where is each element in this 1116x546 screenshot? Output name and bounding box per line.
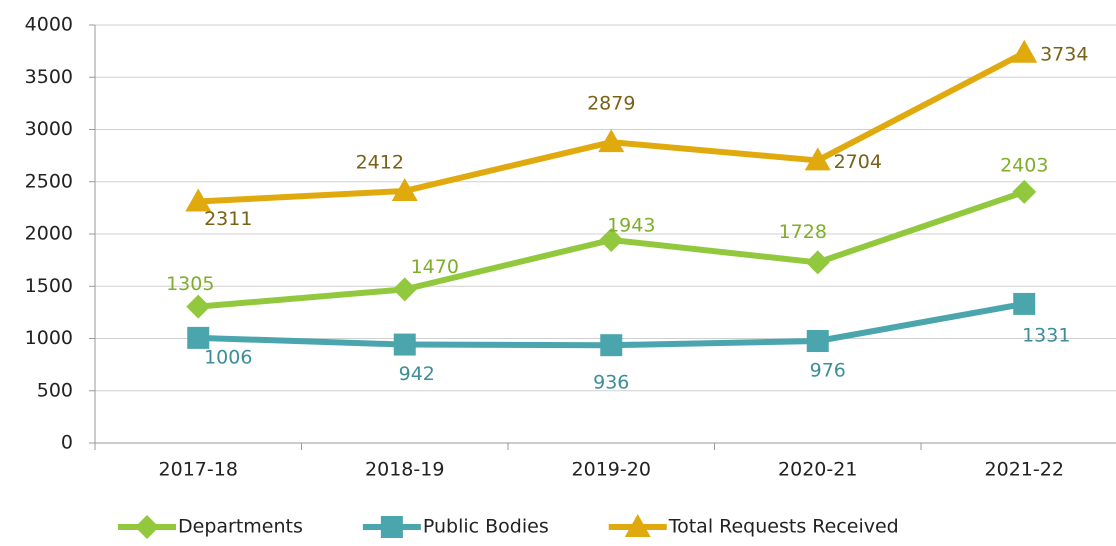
x-tick-label: 2018-19 xyxy=(365,459,444,481)
data-label: 936 xyxy=(593,372,629,394)
marker xyxy=(185,188,212,212)
y-tick-label: 1000 xyxy=(25,327,73,349)
data-label: 942 xyxy=(399,363,435,385)
series-line xyxy=(198,50,1026,205)
marker xyxy=(393,333,416,356)
marker xyxy=(187,326,210,349)
y-tick-label: 1500 xyxy=(25,275,73,297)
marker xyxy=(599,227,624,252)
x-tick-label: 2019-20 xyxy=(572,459,651,481)
legend-label: Public Bodies xyxy=(423,516,549,538)
data-label: 2704 xyxy=(834,151,882,173)
marker xyxy=(600,334,623,357)
marker xyxy=(805,250,830,275)
y-tick-label: 2500 xyxy=(25,170,73,192)
marker xyxy=(806,330,829,353)
marker xyxy=(804,147,831,171)
x-tick-label: 2020-21 xyxy=(778,459,857,481)
data-label: 1305 xyxy=(166,273,214,295)
y-tick-label: 4000 xyxy=(25,14,73,36)
marker xyxy=(391,177,418,201)
y-tick-label: 0 xyxy=(61,432,73,454)
data-label: 3734 xyxy=(1040,43,1088,65)
marker xyxy=(1011,39,1038,63)
data-label: 1470 xyxy=(411,256,459,278)
marker xyxy=(1013,292,1036,315)
marker xyxy=(624,514,651,537)
y-tick-label: 2000 xyxy=(25,223,73,245)
legend-label: Total Requests Received xyxy=(668,516,899,538)
data-label: 2412 xyxy=(356,151,404,173)
marker xyxy=(186,294,211,319)
data-label: 2879 xyxy=(587,93,635,115)
data-label: 1728 xyxy=(779,221,827,243)
marker xyxy=(380,516,403,538)
y-tick-label: 500 xyxy=(37,379,73,401)
y-tick-label: 3000 xyxy=(25,118,73,140)
marker xyxy=(1012,179,1037,204)
x-tick-label: 2021-22 xyxy=(985,459,1064,481)
data-label: 1331 xyxy=(1022,324,1070,346)
marker xyxy=(598,129,625,153)
data-label: 1006 xyxy=(204,346,252,368)
data-label: 976 xyxy=(810,360,846,382)
data-label: 2311 xyxy=(204,208,252,230)
data-label: 2403 xyxy=(1000,154,1048,176)
y-tick-label: 3500 xyxy=(25,66,73,88)
marker xyxy=(135,515,159,539)
marker xyxy=(392,277,417,302)
legend-label: Departments xyxy=(178,516,303,538)
x-tick-label: 2017-18 xyxy=(159,459,238,481)
data-label: 1943 xyxy=(607,214,655,236)
